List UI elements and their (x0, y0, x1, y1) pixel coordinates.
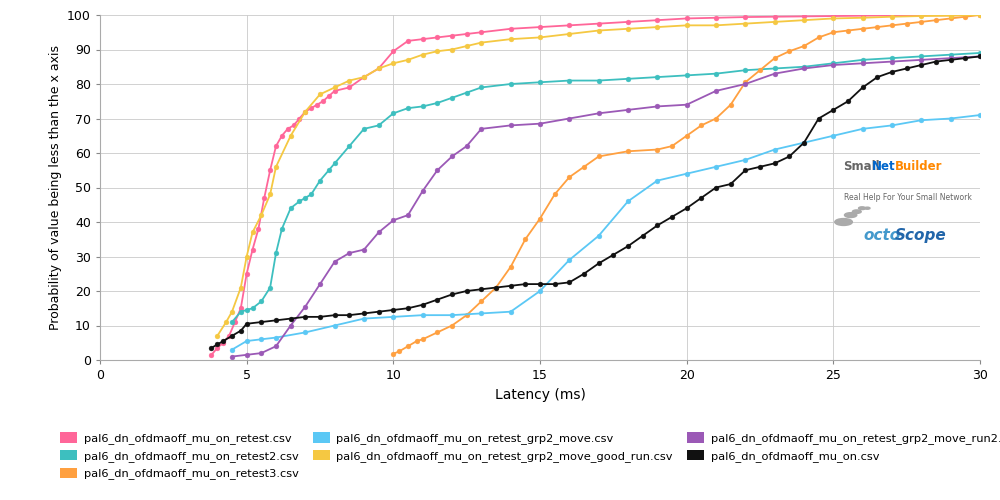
Circle shape (865, 207, 870, 209)
Legend: pal6_dn_ofdmaoff_mu_on_retest.csv, pal6_dn_ofdmaoff_mu_on_retest2.csv, pal6_dn_o: pal6_dn_ofdmaoff_mu_on_retest.csv, pal6_… (56, 428, 1000, 484)
Text: Scope: Scope (895, 228, 946, 244)
Text: Real Help For Your Small Network: Real Help For Your Small Network (844, 194, 971, 202)
Y-axis label: Probability of value being less than the x axis: Probability of value being less than the… (49, 45, 62, 330)
X-axis label: Latency (ms): Latency (ms) (495, 388, 585, 402)
Text: Builder: Builder (895, 160, 942, 173)
Text: Net: Net (872, 160, 895, 173)
Circle shape (859, 207, 866, 210)
Circle shape (835, 218, 852, 226)
Text: octo: octo (864, 228, 901, 244)
Circle shape (844, 212, 857, 218)
Text: Small: Small (844, 160, 880, 173)
Circle shape (852, 210, 861, 214)
